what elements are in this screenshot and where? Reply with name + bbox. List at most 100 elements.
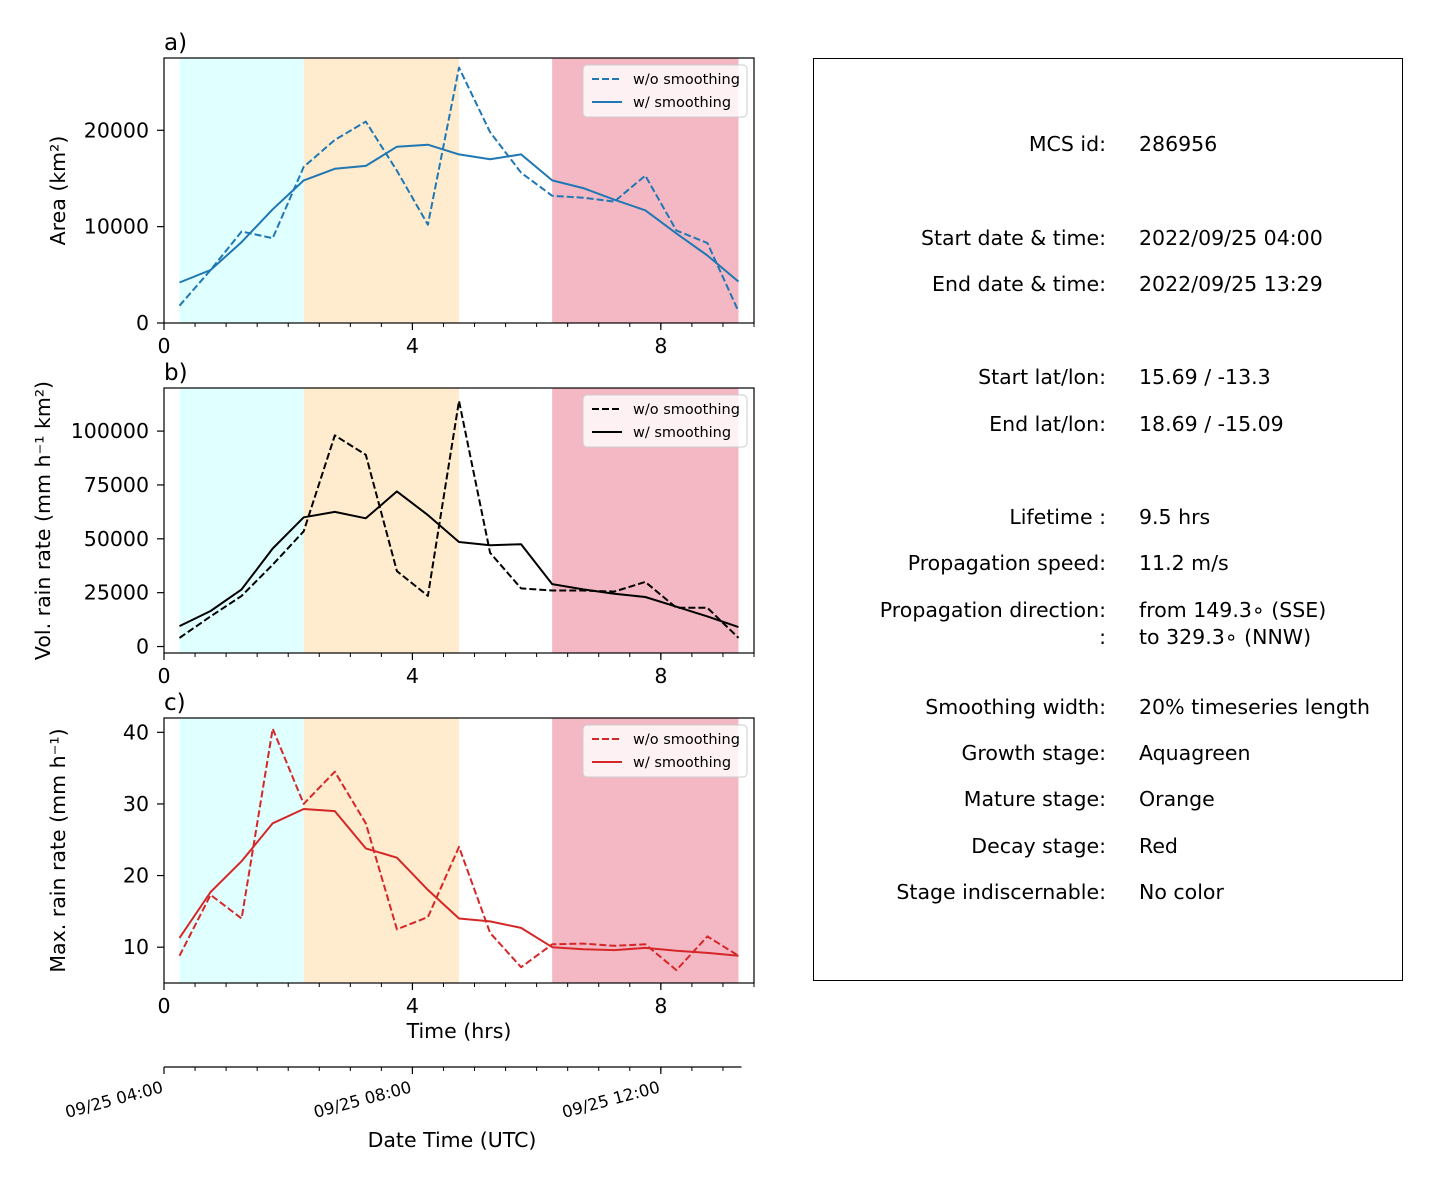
- info-row: End date & time: 2022/09/25 13:29: [814, 272, 1402, 298]
- legend: w/o smoothing w/ smoothing: [582, 394, 748, 448]
- series-line-1: [179, 143, 740, 284]
- date-tick-label: 09/25 04:00: [63, 1078, 165, 1122]
- info-row: : to 329.3∘ (NNW): [814, 625, 1402, 651]
- y-tick-label: 20000: [84, 118, 149, 142]
- y-tick-label: 30: [123, 792, 149, 816]
- series-line-0: [178, 727, 740, 972]
- legend-box: [582, 394, 748, 448]
- y-axis-label: Vol. rain rate (mm h⁻¹ km²): [31, 381, 55, 660]
- x-axis-label: Time (hrs): [406, 1019, 512, 1043]
- info-row: Mature stage: Orange: [814, 787, 1402, 813]
- y-tick-label: 25000: [84, 581, 149, 605]
- info-key: End lat/lon:: [989, 411, 1106, 436]
- info-row: Propagation direction: from 149.3∘ (SSE): [814, 598, 1402, 624]
- info-row: End lat/lon: 18.69 / -15.09: [814, 412, 1402, 438]
- x-tick-label: 8: [654, 334, 667, 358]
- x-tick-label: 4: [406, 334, 419, 358]
- info-value: from 149.3∘ (SSE): [1139, 597, 1327, 622]
- info-value: 286956: [1139, 132, 1218, 156]
- info-row: Stage indiscernable: No color: [814, 880, 1402, 906]
- info-row: Propagation speed: 11.2 m/s: [814, 551, 1402, 577]
- axes-frame: [163, 717, 755, 984]
- y-tick-label: 20: [123, 864, 149, 888]
- info-key: Stage indiscernable:: [896, 879, 1106, 904]
- panel-2: 0 4 8 10 20 30 40 c) Max. rain rate (mm h⁻¹) Time…: [46, 690, 755, 1043]
- y-tick-label: 50000: [84, 527, 149, 551]
- info-value: 2022/09/25 04:00: [1139, 225, 1323, 250]
- info-value: 2022/09/25 13:29: [1139, 271, 1323, 296]
- info-value: Orange: [1139, 787, 1215, 812]
- info-value: Red: [1139, 833, 1178, 858]
- info-key: Decay stage:: [971, 833, 1106, 858]
- x-tick-label: 0: [157, 664, 170, 688]
- info-row: MCS id: 286956: [814, 132, 1402, 158]
- panel-label: b): [164, 360, 188, 386]
- legend-entry: w/o smoothing: [633, 72, 740, 88]
- info-key: :: [1099, 624, 1106, 649]
- info-key: End date & time:: [932, 271, 1106, 296]
- legend: w/o smoothing w/ smoothing: [582, 724, 748, 778]
- info-key: Smoothing width:: [925, 694, 1106, 719]
- y-tick-label: 10000: [84, 215, 149, 239]
- info-panel: MCS id: 286956 Start date & time: 2022/09/2…: [813, 58, 1403, 981]
- stage-band-0: [179, 718, 304, 983]
- legend-entry: w/ smoothing: [633, 425, 731, 441]
- y-tick-label: 0: [136, 311, 149, 335]
- panel-label: a): [164, 30, 187, 56]
- info-row: Decay stage: Red: [814, 834, 1402, 860]
- info-value: to 329.3∘ (NNW): [1139, 624, 1312, 649]
- date-axis: 09/25 04:00 09/25 08:00 09/25 12:00 Date T…: [63, 1066, 742, 1152]
- info-row: Start date & time: 2022/09/25 04:00: [814, 226, 1402, 252]
- stage-band-0: [179, 58, 304, 323]
- x-tick-label: 0: [157, 994, 170, 1018]
- info-key: Start lat/lon:: [978, 365, 1106, 390]
- legend-entry: w/o smoothing: [633, 732, 740, 748]
- info-key: Growth stage:: [961, 740, 1106, 765]
- panel-label: c): [164, 690, 186, 716]
- legend-box: [582, 724, 748, 778]
- y-axis-label: Max. rain rate (mm h⁻¹): [46, 728, 70, 972]
- legend: w/o smoothing w/ smoothing: [582, 64, 748, 118]
- legend-entry: w/ smoothing: [633, 95, 731, 111]
- x-tick-label: 0: [157, 334, 170, 358]
- info-value: Aquagreen: [1139, 740, 1251, 765]
- axes-frame: [163, 57, 755, 324]
- legend-entry: w/ smoothing: [633, 755, 731, 771]
- date-tick-label: 09/25 08:00: [312, 1078, 414, 1122]
- stage-band-1: [303, 388, 459, 653]
- date-axis-label: Date Time (UTC): [368, 1128, 537, 1152]
- info-key: Propagation speed:: [907, 551, 1106, 576]
- y-tick-label: 40: [123, 720, 149, 744]
- legend-box: [582, 64, 748, 118]
- info-value: No color: [1139, 879, 1224, 904]
- y-axis-label: Area (km²): [46, 136, 70, 246]
- x-tick-label: 8: [654, 994, 667, 1018]
- info-value: 15.69 / -13.3: [1139, 365, 1271, 390]
- y-tick-label: 75000: [84, 473, 149, 497]
- info-value: 9.5 hrs: [1139, 505, 1211, 530]
- info-row: Start lat/lon: 15.69 / -13.3: [814, 365, 1402, 391]
- y-tick-label: 10: [123, 935, 149, 959]
- stage-band-0: [179, 388, 304, 653]
- series-line-1: [178, 808, 739, 957]
- series-line-0: [178, 66, 740, 312]
- x-tick-label: 8: [654, 664, 667, 688]
- info-value: 20% timeseries length: [1139, 694, 1370, 719]
- info-row: Lifetime : 9.5 hrs: [814, 505, 1402, 531]
- series-line-1: [179, 490, 739, 629]
- info-row: Growth stage: Aquagreen: [814, 741, 1402, 767]
- panel-1: 0 4 8 0 25000 50000 75000 100000 b) Vol. rain rat…: [31, 360, 755, 688]
- info-key: MCS id:: [1028, 132, 1106, 156]
- info-key: Start date & time:: [920, 225, 1106, 250]
- x-tick-label: 4: [406, 994, 419, 1018]
- legend-entry: w/o smoothing: [633, 402, 740, 418]
- info-key: Propagation direction:: [879, 597, 1106, 622]
- info-row: Smoothing width: 20% timeseries length: [814, 695, 1402, 721]
- date-tick-label: 09/25 12:00: [560, 1078, 662, 1122]
- y-tick-label: 100000: [71, 419, 149, 443]
- info-value: 18.69 / -15.09: [1139, 411, 1284, 436]
- info-value: 11.2 m/s: [1139, 551, 1229, 576]
- stage-band-1: [303, 58, 459, 323]
